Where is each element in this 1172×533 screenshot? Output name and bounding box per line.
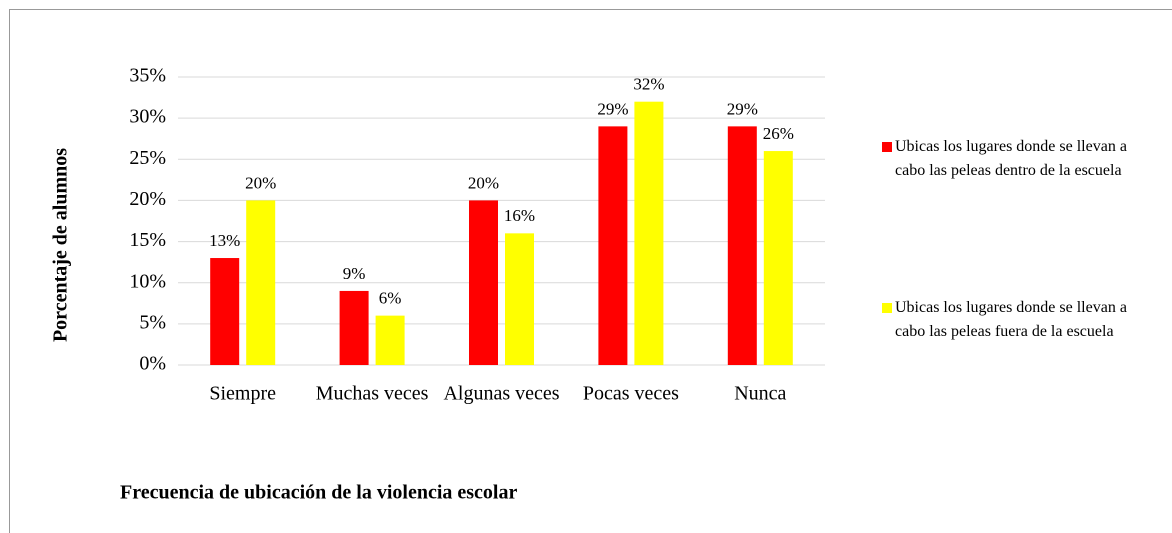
data-label: 20%	[468, 173, 499, 192]
data-label: 16%	[504, 206, 535, 225]
y-axis-title: Porcentaje de alumnos	[50, 148, 72, 342]
bar	[763, 151, 793, 365]
legend-swatch	[882, 303, 892, 313]
legend-swatch	[882, 142, 892, 152]
x-tick-label: Muchas veces	[316, 383, 429, 405]
legend-label: Ubicas los lugares donde se llevan a cab…	[895, 299, 1127, 340]
x-tick-label: Nunca	[734, 383, 786, 405]
y-tick-label: 25%	[129, 147, 166, 169]
legend-label: Ubicas los lugares donde se llevan a cab…	[895, 138, 1127, 179]
bar	[339, 290, 369, 365]
bar	[210, 258, 240, 365]
bar	[469, 200, 498, 365]
x-axis-title: Frecuencia de ubicación de la violencia …	[120, 482, 517, 504]
y-tick-label: 20%	[129, 188, 166, 210]
bar	[505, 233, 534, 365]
x-tick-label: Siempre	[209, 383, 276, 405]
y-tick-label: 30%	[129, 106, 166, 128]
data-label: 29%	[597, 99, 628, 118]
x-tick-label: Pocas veces	[583, 383, 679, 405]
data-label: 9%	[343, 264, 366, 283]
bar	[246, 200, 276, 365]
y-tick-label: 35%	[129, 65, 166, 87]
data-label: 6%	[379, 289, 402, 308]
frame	[9, 9, 1172, 533]
bar	[598, 126, 628, 365]
y-tick-label: 15%	[129, 229, 166, 251]
data-label: 29%	[727, 99, 758, 118]
y-tick-label: 10%	[129, 270, 166, 292]
y-tick-label: 5%	[139, 311, 166, 333]
data-label: 13%	[209, 231, 240, 250]
data-label: 32%	[633, 75, 664, 94]
bar	[634, 101, 664, 365]
y-tick-label: 0%	[139, 353, 166, 375]
data-label: 26%	[763, 124, 794, 143]
bar	[375, 315, 405, 365]
bar	[727, 126, 757, 365]
x-tick-label: Algunas veces	[443, 383, 559, 405]
data-label: 20%	[245, 173, 276, 192]
